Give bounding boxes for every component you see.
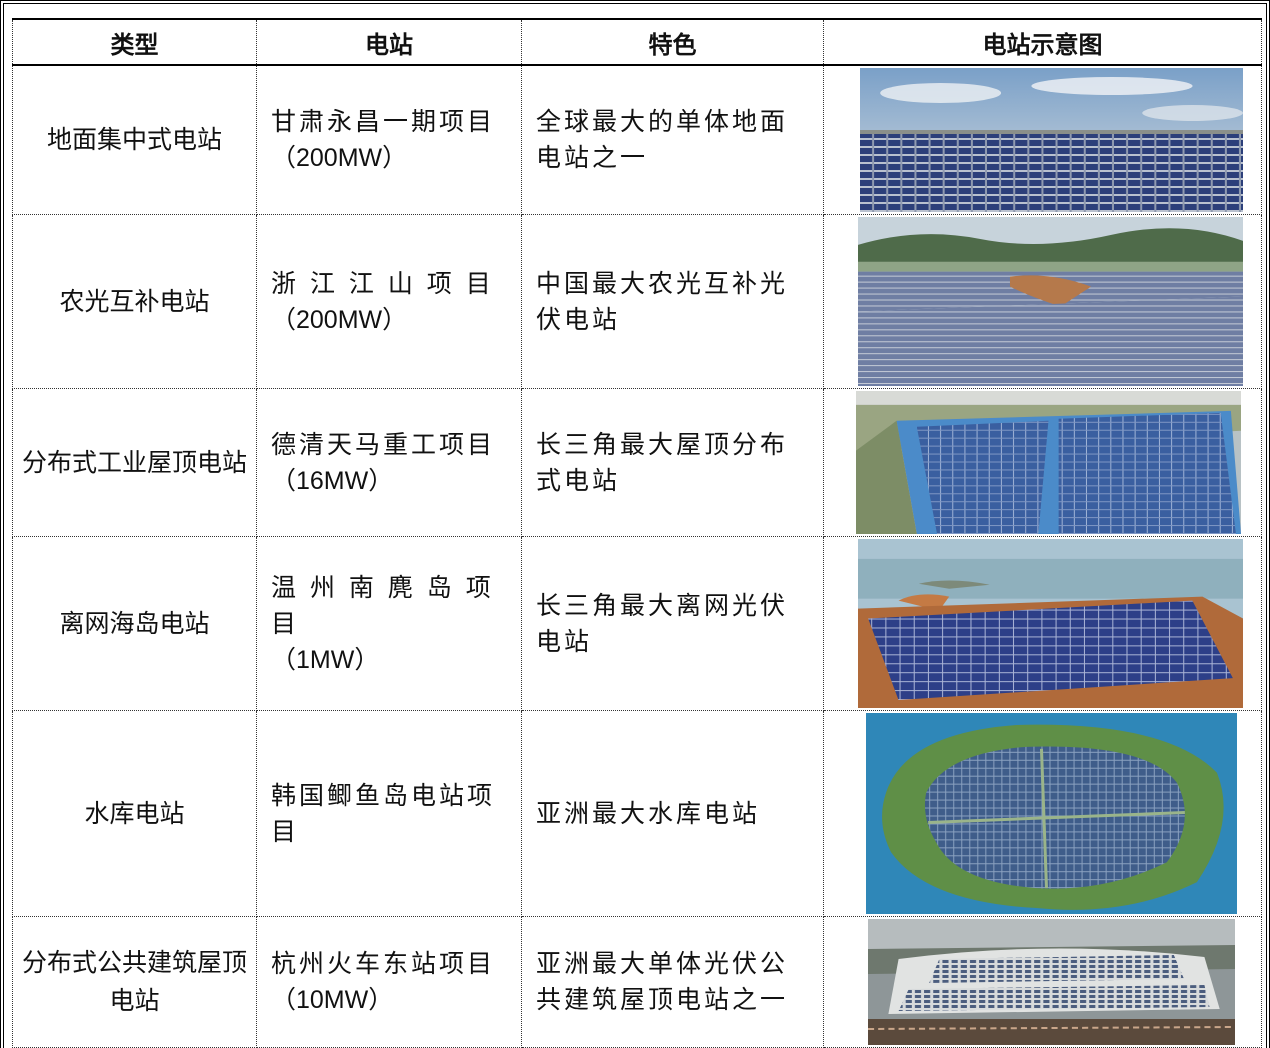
station-roof-photo [868, 919, 1235, 1045]
cell-image [823, 710, 1262, 917]
cell-station: 德清天马重工项目 （16MW） [256, 388, 522, 537]
table-row: 离网海岛电站 温 州 南 麂 岛 项 目 （1MW） 长三角最大离网光伏电站 [12, 536, 1262, 711]
cell-image [823, 916, 1262, 1048]
station-capacity: （1MW） [271, 645, 380, 674]
cell-feature: 亚洲最大单体光伏公共建筑屋顶电站之一 [521, 916, 824, 1048]
cell-station: 浙 江 江 山 项 目 （200MW） [256, 214, 522, 389]
station-name: 浙 江 江 山 项 目 [271, 268, 494, 298]
station-capacity: （10MW） [271, 986, 394, 1014]
table-row: 水库电站 韩国鲫鱼岛电站项目 亚洲最大水库电站 [12, 710, 1262, 917]
island-offgrid-photo [858, 539, 1243, 708]
cell-image [823, 214, 1262, 389]
table-row: 地面集中式电站 甘肃永昌一期项目 （200MW） 全球最大的单体地面电站之一 [12, 65, 1262, 215]
cell-type: 农光互补电站 [12, 214, 257, 389]
reservoir-island-photo [866, 713, 1237, 914]
cell-station: 杭州火车东站项目 （10MW） [256, 916, 522, 1048]
cell-feature: 中国最大农光互补光伏电站 [521, 214, 824, 389]
agri-pv-hills-photo [858, 217, 1243, 386]
table-row: 分布式工业屋顶电站 德清天马重工项目 （16MW） 长三角最大屋顶分布式电站 [12, 388, 1262, 537]
station-capacity: （200MW） [271, 144, 408, 172]
station-name: 韩国鲫鱼岛电站项目 [271, 780, 496, 846]
station-capacity: （200MW） [271, 305, 408, 334]
cell-feature: 亚洲最大水库电站 [521, 710, 824, 917]
station-capacity: （16MW） [271, 466, 394, 495]
cell-feature: 长三角最大屋顶分布式电站 [521, 388, 824, 537]
station-name: 甘肃永昌一期项目 [271, 107, 496, 136]
cell-type: 水库电站 [12, 710, 257, 917]
cell-type: 分布式工业屋顶电站 [12, 388, 257, 537]
table-row: 分布式公共建筑屋顶电站 杭州火车东站项目 （10MW） 亚洲最大单体光伏公共建筑屋… [12, 916, 1262, 1048]
cell-image [823, 388, 1262, 537]
station-name: 德清天马重工项目 [271, 429, 496, 459]
header-image: 电站示意图 [823, 18, 1262, 66]
cell-type: 离网海岛电站 [12, 536, 257, 711]
cell-station: 温 州 南 麂 岛 项 目 （1MW） [256, 536, 522, 711]
station-name: 杭州火车东站项目 [271, 949, 496, 978]
cell-type: 分布式公共建筑屋顶电站 [12, 916, 257, 1048]
station-name: 温 州 南 麂 岛 项 目 [271, 572, 494, 638]
cell-feature: 全球最大的单体地面电站之一 [521, 65, 824, 215]
table-row: 农光互补电站 浙 江 江 山 项 目 （200MW） 中国最大农光互补光伏电站 [12, 214, 1262, 389]
cell-image [823, 536, 1262, 711]
header-row: 类型 电站 特色 电站示意图 [12, 18, 1262, 66]
cell-type: 地面集中式电站 [12, 65, 257, 215]
header-type: 类型 [12, 18, 257, 66]
cell-station: 甘肃永昌一期项目 （200MW） [256, 65, 522, 215]
cell-feature: 长三角最大离网光伏电站 [521, 536, 824, 711]
cell-image [823, 65, 1262, 215]
cell-station: 韩国鲫鱼岛电站项目 [256, 710, 522, 917]
power-station-table: 类型 电站 特色 电站示意图 地面集中式电站 甘肃永昌一期项目 （200MW） 全… [12, 18, 1262, 1048]
header-feature: 特色 [521, 18, 824, 66]
header-station: 电站 [256, 18, 522, 66]
ground-pv-field-photo [860, 68, 1243, 212]
industrial-rooftop-photo [856, 391, 1241, 534]
